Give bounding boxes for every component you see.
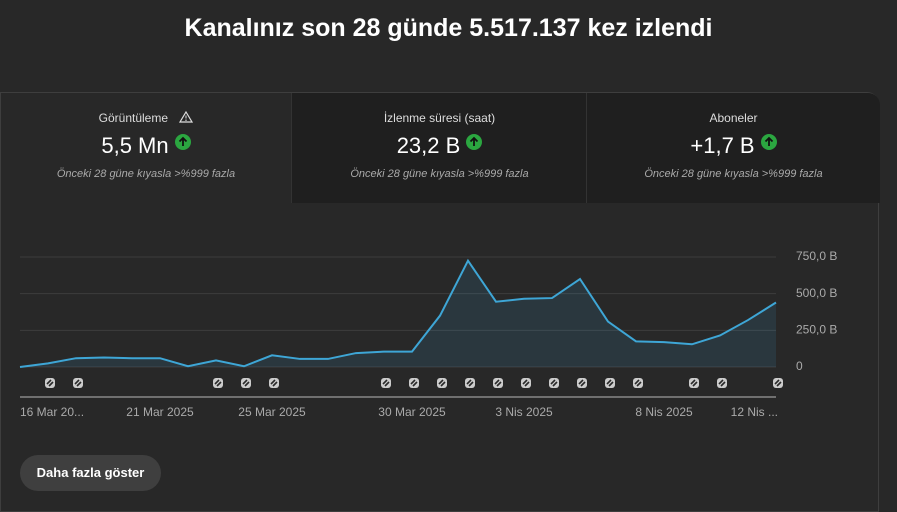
x-tick-label: 30 Mar 2025: [378, 405, 446, 419]
x-tick-label: 16 Mar 20...: [20, 405, 84, 419]
up-icon: [466, 134, 483, 150]
page-title: Kanalınız son 28 günde 5.517.137 kez izl…: [184, 14, 713, 42]
x-tick-label: 8 Nis 2025: [635, 405, 693, 419]
metric-value: 5,5 Mn: [101, 133, 169, 158]
video-marker: [269, 378, 279, 388]
x-tick-label: 25 Mar 2025: [238, 405, 306, 419]
metric-card[interactable]: Görüntüleme 5,5 Mn Önceki 28 güne kıyasl…: [1, 93, 291, 203]
x-tick-label: 12 Nis ...: [731, 405, 778, 419]
area: [20, 260, 776, 367]
y-tick-label: 500,0 B: [796, 286, 837, 300]
video-marker: [437, 378, 447, 388]
video-marker: [73, 378, 83, 388]
metric-label: İzlenme süresi (saat): [383, 111, 496, 125]
chart: 0 250,0 B 500,0 B 750,0 B 16 Mar 20... 21 Mar…: [19, 249, 837, 419]
metric-card[interactable]: İzlenme süresi (saat) 23,2 B Önceki 28 g…: [291, 93, 587, 203]
metric-label: Aboneler: [709, 111, 758, 125]
video-marker: [241, 378, 251, 388]
up-icon: [760, 134, 777, 150]
up-icon: [174, 134, 191, 150]
x-tick-label: 21 Mar 2025: [126, 405, 194, 419]
video-marker: [213, 378, 223, 388]
video-marker: [633, 378, 643, 388]
metric-note: Önceki 28 güne kıyasla >%999 fazla: [350, 168, 529, 180]
video-marker: [493, 378, 503, 388]
video-marker: [381, 378, 391, 388]
line: [19, 258, 777, 368]
metric-value: +1,7 B: [690, 133, 755, 158]
video-marker: [465, 378, 475, 388]
y-tick-label: 250,0 B: [796, 323, 837, 337]
video-marker: [45, 378, 55, 388]
video-marker: [773, 378, 783, 388]
y-tick-label: 750,0 B: [796, 249, 837, 263]
metrics-panel: Görüntüleme 5,5 Mn Önceki 28 güne kıyasl…: [0, 92, 880, 512]
metric-note: Önceki 28 güne kıyasla >%999 fazla: [56, 168, 236, 180]
x-tick-label: 3 Nis 2025: [495, 405, 553, 419]
video-marker: [689, 378, 699, 388]
video-marker: [409, 378, 419, 388]
video-marker: [549, 378, 559, 388]
video-marker: [717, 378, 727, 388]
video-marker: [521, 378, 531, 388]
metric-label: Görüntüleme: [98, 111, 169, 125]
metric-note: Önceki 28 güne kıyasla >%999 fazla: [644, 168, 823, 180]
metric-value: 23,2 B: [396, 133, 461, 158]
y-tick-label: 0: [796, 359, 803, 373]
metric-card[interactable]: Aboneler +1,7 B Önceki 28 güne kıyasla >…: [586, 93, 880, 203]
warning-icon: [179, 110, 194, 123]
show-more-button[interactable]: Daha fazla göster: [20, 455, 161, 491]
video-marker: [605, 378, 615, 388]
video-marker: [577, 378, 587, 388]
